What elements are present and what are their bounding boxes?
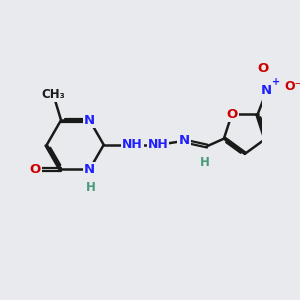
Text: H: H [86, 181, 96, 194]
Text: N: N [84, 114, 95, 127]
Text: O⁻: O⁻ [284, 80, 300, 93]
Text: O: O [257, 62, 268, 75]
Text: NH: NH [122, 138, 142, 151]
Text: N: N [261, 84, 272, 97]
Text: N: N [178, 134, 190, 147]
Text: H: H [200, 156, 210, 170]
Text: N: N [84, 163, 95, 176]
Text: +: + [272, 77, 280, 87]
Text: NH: NH [148, 138, 169, 151]
Text: CH₃: CH₃ [41, 88, 65, 101]
Text: O: O [226, 108, 238, 121]
Text: O: O [29, 163, 41, 176]
